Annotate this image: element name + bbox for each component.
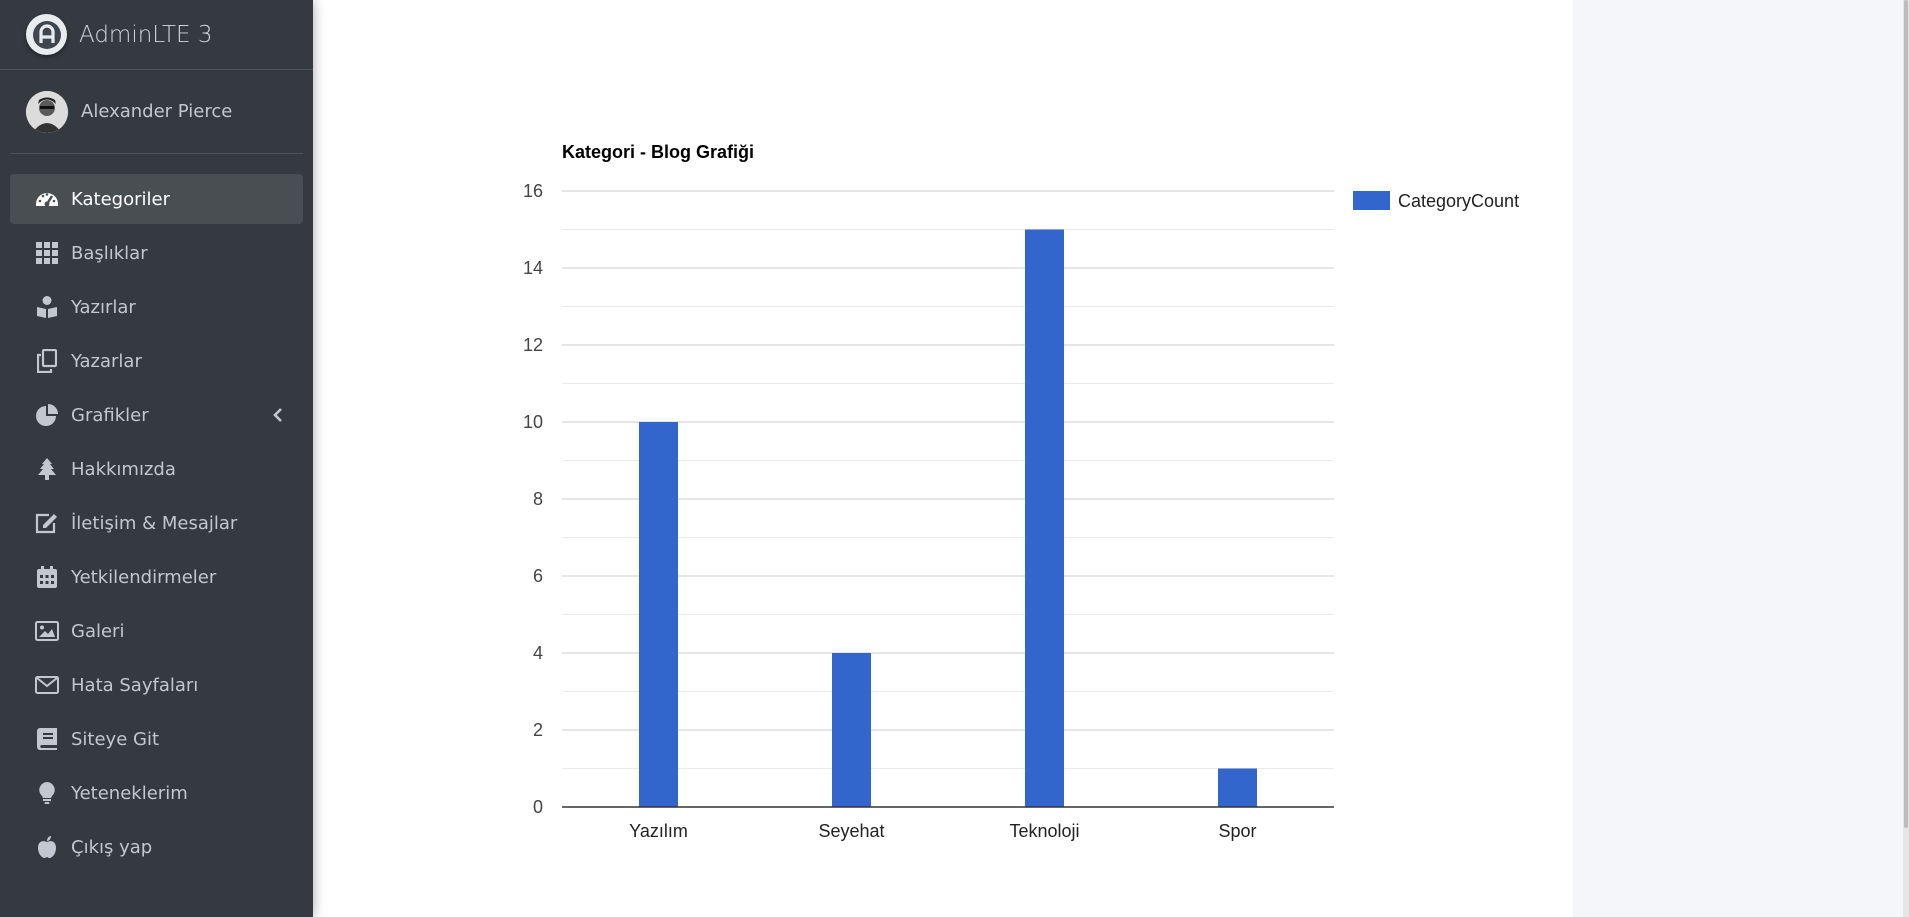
- category-blog-chart: Kategori - Blog Grafiği 0 2 4 6 8 10 12 14 16 Ya…: [523, 142, 1519, 841]
- bar-Teknoloji[interactable]: [1025, 229, 1064, 808]
- sidebar-item-label: Yazırlar: [71, 296, 136, 318]
- sidebar: AdminLTE 3 Alexander Pierce Kategoriler: [0, 0, 313, 917]
- sidebar-item-siteye-git[interactable]: Siteye Git: [10, 714, 303, 764]
- user-panel[interactable]: Alexander Pierce: [10, 70, 303, 154]
- sidebar-item-label: Hakkımızda: [71, 458, 176, 480]
- bar-Spor[interactable]: [1218, 768, 1257, 808]
- tree-icon: [34, 457, 59, 482]
- sidebar-item-label: Başlıklar: [71, 242, 148, 264]
- y-tick-label: 12: [523, 335, 543, 355]
- y-tick-label: 4: [533, 643, 543, 663]
- sidebar-item-grafikler[interactable]: Grafikler: [10, 390, 303, 440]
- sidebar-item-basliklar[interactable]: Başlıklar: [10, 228, 303, 278]
- sidebar-item-cikis-yap[interactable]: Çıkış yap: [10, 822, 303, 872]
- copy-icon: [34, 349, 59, 374]
- image-icon: [34, 619, 59, 644]
- y-tick-label: 8: [533, 489, 543, 509]
- user-name: Alexander Pierce: [81, 101, 233, 122]
- chevron-left-icon[interactable]: [269, 405, 289, 425]
- brand-link[interactable]: AdminLTE 3: [0, 0, 313, 70]
- sidebar-item-hata-sayfalari[interactable]: Hata Sayfaları: [10, 660, 303, 710]
- sidebar-item-label: Kategoriler: [71, 188, 170, 210]
- y-tick-label: 0: [533, 797, 543, 817]
- x-tick-label: Yazılım: [629, 821, 688, 841]
- chart-legend[interactable]: CategoryCount: [1353, 191, 1519, 211]
- sidebar-item-label: Yazarlar: [71, 350, 142, 372]
- x-axis-labels: Yazılım Seyehat Teknoloji Spor: [629, 821, 1256, 841]
- sidebar-nav: Kategoriler Başlıklar Yazırlar Yazarlar …: [0, 154, 313, 872]
- bar-Seyehat[interactable]: [832, 653, 871, 807]
- sidebar-item-yetkilendirmeler[interactable]: Yetkilendirmeler: [10, 552, 303, 602]
- book-reader-icon: [34, 295, 59, 320]
- sidebar-item-kategoriler[interactable]: Kategoriler: [10, 174, 303, 224]
- sidebar-item-galeri[interactable]: Galeri: [10, 606, 303, 656]
- grid-icon: [34, 241, 59, 266]
- chart-grid: [562, 190, 1334, 769]
- y-tick-label: 2: [533, 720, 543, 740]
- x-tick-label: Seyehat: [818, 821, 884, 841]
- chart-title: Kategori - Blog Grafiği: [562, 142, 754, 162]
- page-scrollbar[interactable]: [1903, 0, 1909, 917]
- avatar: [26, 90, 68, 133]
- pie-chart-icon: [34, 403, 59, 428]
- sidebar-item-yeteneklerim[interactable]: Yeteneklerim: [10, 768, 303, 818]
- sidebar-item-label: Grafikler: [71, 404, 149, 426]
- legend-label: CategoryCount: [1398, 191, 1519, 211]
- sidebar-item-label: Hata Sayfaları: [71, 674, 199, 696]
- sidebar-item-label: Siteye Git: [71, 728, 160, 750]
- sidebar-item-label: Galeri: [71, 620, 125, 642]
- y-tick-label: 14: [523, 258, 543, 278]
- sidebar-item-label: İletişim & Mesajlar: [71, 512, 238, 534]
- y-tick-label: 16: [523, 181, 543, 201]
- legend-swatch: [1353, 191, 1390, 210]
- sidebar-item-iletisim[interactable]: İletişim & Mesajlar: [10, 498, 303, 548]
- chart-bars: [639, 229, 1257, 808]
- sidebar-item-label: Yeteneklerim: [71, 782, 188, 804]
- sidebar-item-yazirlar[interactable]: Yazırlar: [10, 282, 303, 332]
- adminlte-logo-icon: [26, 14, 67, 55]
- sidebar-item-label: Yetkilendirmeler: [71, 566, 217, 588]
- book-icon: [34, 727, 59, 752]
- tachometer-icon: [34, 187, 59, 212]
- envelope-icon: [34, 673, 59, 698]
- lightbulb-icon: [34, 781, 59, 806]
- y-tick-label: 10: [523, 412, 543, 432]
- y-tick-label: 6: [533, 566, 543, 586]
- edit-icon: [34, 511, 59, 536]
- bar-Yazılım[interactable]: [639, 422, 678, 807]
- brand-title: AdminLTE 3: [79, 21, 213, 48]
- apple-icon: [34, 835, 59, 860]
- y-axis-ticks: 0 2 4 6 8 10 12 14 16: [523, 181, 543, 817]
- sidebar-item-hakkimizda[interactable]: Hakkımızda: [10, 444, 303, 494]
- calendar-icon: [34, 565, 59, 590]
- x-tick-label: Spor: [1218, 821, 1256, 841]
- scrollbar-thumb[interactable]: [1904, 0, 1908, 828]
- main-content: Kategori - Blog Grafiği 0 2 4 6 8 10 12 14 16 Ya…: [313, 0, 1573, 917]
- x-tick-label: Teknoloji: [1009, 821, 1079, 841]
- sidebar-item-yazarlar[interactable]: Yazarlar: [10, 336, 303, 386]
- sidebar-item-label: Çıkış yap: [71, 836, 153, 858]
